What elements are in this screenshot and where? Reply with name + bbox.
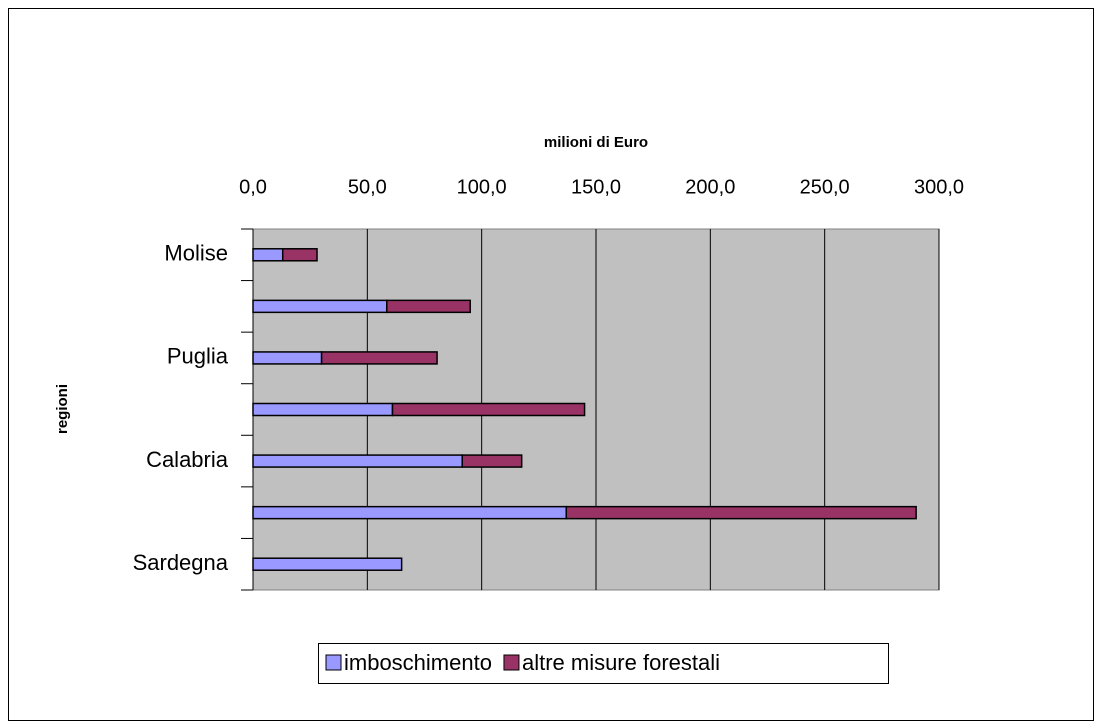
y-tick-label: Puglia xyxy=(167,344,229,369)
bar xyxy=(252,454,463,468)
legend-label: altre misure forestali xyxy=(522,650,720,675)
y-tick-label: Molise xyxy=(164,241,228,266)
y-axis-title: regioni xyxy=(54,384,71,434)
x-tick-label: 300,0 xyxy=(914,176,964,198)
bar xyxy=(565,505,917,520)
legend: imboschimento altre misure forestali xyxy=(318,643,889,684)
x-tick-label: 100,0 xyxy=(457,176,507,198)
bar xyxy=(391,402,586,417)
bar xyxy=(252,402,394,417)
bar xyxy=(252,505,568,520)
y-tick-label: Calabria xyxy=(146,447,229,472)
legend-swatch xyxy=(325,654,342,671)
bar xyxy=(252,299,388,314)
x-tick-label: 150,0 xyxy=(571,176,621,198)
bar xyxy=(252,351,323,365)
y-tick-label: Sardegna xyxy=(133,550,229,575)
bar xyxy=(252,557,403,571)
bar xyxy=(252,248,284,262)
bar xyxy=(281,248,318,262)
x-tick-label: 50,0 xyxy=(348,176,387,198)
x-tick-label: 200,0 xyxy=(685,176,735,198)
x-tick-label: 250,0 xyxy=(800,176,850,198)
bar xyxy=(386,299,471,314)
bar xyxy=(461,454,523,468)
legend-box xyxy=(318,643,889,684)
bar xyxy=(320,351,438,365)
x-axis-title: milioni di Euro xyxy=(544,134,648,151)
legend-swatch xyxy=(503,654,520,671)
x-tick-label: 0,0 xyxy=(239,176,267,198)
legend-label: imboschimento xyxy=(344,650,492,675)
